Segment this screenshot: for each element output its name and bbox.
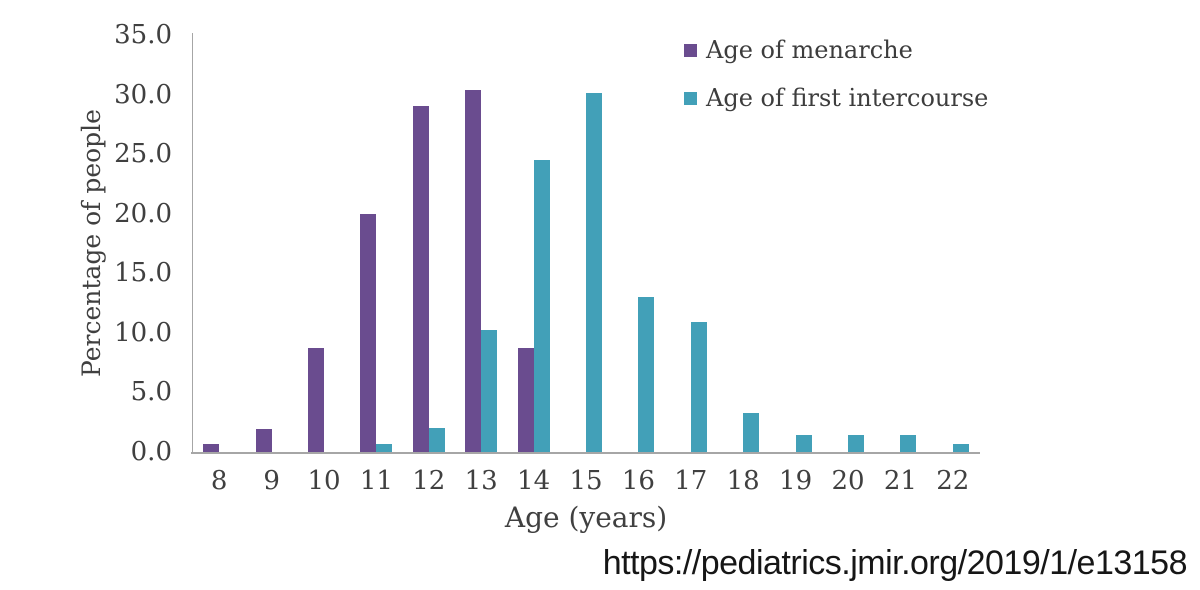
bar-first-intercourse-age-12 (428, 428, 445, 452)
bar-first-intercourse-age-11 (376, 443, 393, 452)
legend-swatch-menarche (684, 43, 697, 57)
x-tick-label: 19 (779, 466, 813, 496)
x-tick-label: 9 (263, 466, 280, 496)
x-tick-label: 18 (726, 466, 760, 496)
bar-menarche-age-8 (203, 443, 220, 452)
bar-menarche-age-14 (517, 348, 534, 452)
y-tick-label: 0.0 (130, 437, 172, 467)
y-tick-label: 20.0 (114, 198, 172, 229)
bar-first-intercourse-age-17 (690, 322, 707, 452)
x-tick-label: 17 (674, 466, 708, 496)
bar-menarche-age-13 (465, 89, 482, 452)
bar-first-intercourse-age-15 (586, 93, 602, 452)
y-tick-label: 10.0 (114, 317, 172, 348)
bar-first-intercourse-age-22 (952, 443, 969, 452)
legend-item-menarche: Age of menarche (684, 38, 913, 62)
x-tick-label: 20 (831, 466, 865, 496)
bar-menarche-age-9 (255, 429, 272, 452)
y-tick-label: 25.0 (114, 139, 172, 170)
bar-first-intercourse-age-16 (638, 297, 655, 452)
bar-first-intercourse-age-18 (743, 412, 760, 452)
x-tick-label: 21 (883, 466, 917, 496)
source-url-text: https://pediatrics.jmir.org/2019/1/e1315… (602, 544, 1188, 582)
legend-label-menarche: Age of menarche (706, 36, 913, 64)
y-tick-label: 30.0 (114, 79, 172, 110)
bar-first-intercourse-age-21 (900, 435, 917, 452)
bar-menarche-age-10 (308, 348, 324, 452)
bar-first-intercourse-age-19 (795, 435, 812, 452)
legend-item-first-intercourse: Age of first intercourse (684, 86, 988, 110)
x-tick-label: 8 (210, 466, 228, 496)
y-tick-label: 15.0 (114, 258, 172, 289)
x-tick-label: 22 (936, 466, 970, 496)
x-tick-label: 15 (569, 466, 603, 496)
x-tick-label: 13 (464, 466, 498, 496)
y-tick-label: 5.0 (130, 377, 172, 408)
bar-first-intercourse-age-20 (848, 435, 864, 452)
bar-menarche-age-11 (360, 213, 377, 452)
x-tick-label: 10 (307, 466, 341, 496)
y-tick-label: 35.0 (114, 20, 172, 50)
bar-first-intercourse-age-13 (481, 330, 498, 452)
bar-first-intercourse-age-14 (533, 160, 550, 452)
x-axis-title: Age (years) (504, 501, 668, 534)
x-tick-label: 16 (621, 466, 655, 496)
legend-label-first-intercourse: Age of first intercourse (706, 84, 989, 112)
x-tick-label: 11 (359, 466, 393, 496)
x-tick-label: 14 (517, 466, 551, 496)
bar-menarche-age-12 (412, 106, 429, 452)
x-axis-line (191, 452, 980, 454)
x-tick-label: 12 (412, 466, 446, 496)
legend-swatch-first-intercourse (684, 91, 697, 105)
y-axis-line (192, 33, 193, 453)
